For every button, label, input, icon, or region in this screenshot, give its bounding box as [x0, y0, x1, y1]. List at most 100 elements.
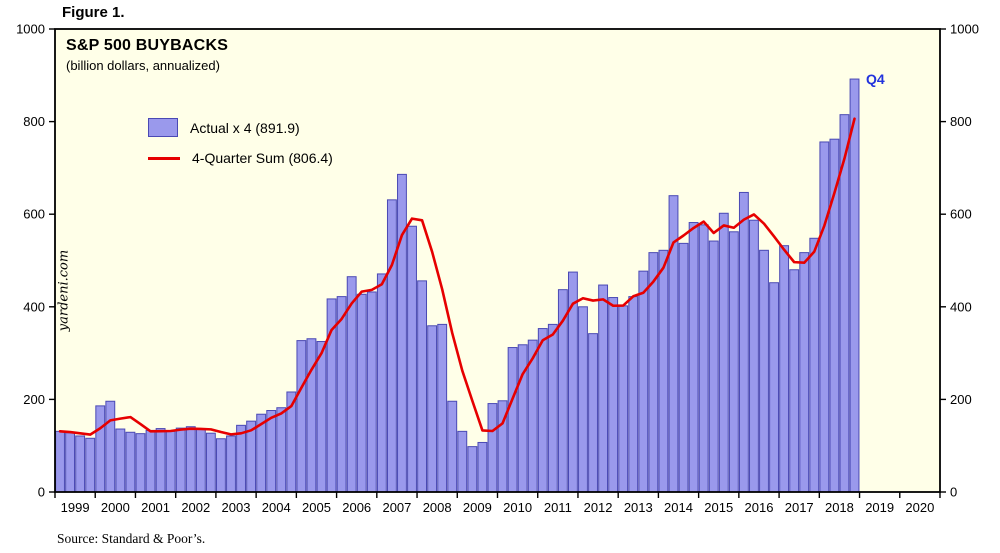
quarter-bar: [547, 323, 558, 493]
x-year-label: 2016: [745, 500, 774, 515]
quarter-bar: [95, 405, 106, 493]
y-tick-label-left: 400: [23, 299, 45, 314]
quarter-bar: [226, 435, 236, 493]
quarter-bar: [165, 430, 176, 493]
quarter-bar: [296, 340, 307, 493]
x-year-label: 2006: [342, 500, 371, 515]
quarter-bar: [467, 446, 478, 493]
quarter-bar: [769, 282, 779, 493]
quarter-bar: [155, 428, 166, 493]
y-tick-label-right: 400: [950, 299, 972, 314]
y-tick-label-left: 1000: [16, 22, 45, 37]
quarter-bar: [175, 427, 186, 493]
chart-title: S&P 500 BUYBACKS: [66, 37, 229, 54]
quarter-bar: [115, 428, 126, 493]
quarter-bar: [125, 431, 136, 493]
quarter-bar: [185, 426, 196, 493]
legend-row-bars: Actual x 4 (891.9): [148, 118, 333, 137]
y-tick-label-left: 800: [23, 114, 45, 129]
quarter-bar: [306, 338, 317, 493]
chart-subtitle: (billion dollars, annualized): [66, 58, 220, 73]
x-year-label: 2001: [141, 500, 170, 515]
x-year-label: 2010: [503, 500, 532, 515]
quarter-bar: [336, 296, 347, 493]
legend-row-line: 4-Quarter Sum (806.4): [148, 150, 333, 166]
quarter-bar: [718, 212, 729, 493]
quarter-bar: [386, 199, 397, 493]
quarter-bar: [849, 78, 860, 493]
legend-line-label: 4-Quarter Sum (806.4): [192, 150, 333, 166]
quarter-bar: [236, 424, 246, 493]
quarter-bar: [789, 269, 800, 493]
quarter-bar: [638, 270, 649, 493]
y-tick-label-left: 0: [38, 485, 45, 500]
quarter-bar: [648, 252, 659, 493]
quarter-bar: [477, 441, 488, 493]
x-year-label: 2013: [624, 500, 653, 515]
quarter-bar: [145, 429, 156, 493]
quarter-bar: [819, 141, 830, 493]
quarter-bar: [366, 291, 377, 493]
quarter-bar: [628, 296, 639, 493]
quarter-bar: [397, 173, 407, 493]
quarter-bar: [779, 245, 790, 493]
quarter-bar: [658, 249, 669, 493]
quarter-bar: [447, 400, 458, 493]
quarter-bar: [608, 297, 619, 493]
quarter-bar: [578, 306, 588, 493]
x-year-label: 2014: [664, 500, 693, 515]
x-year-label: 2004: [262, 500, 291, 515]
plot-frame: [54, 28, 941, 493]
quarter-bar: [356, 293, 367, 493]
quarter-bar: [195, 429, 206, 493]
y-tick-label-right: 1000: [950, 22, 979, 37]
quarter-bar: [205, 432, 216, 493]
quarter-bar: [75, 435, 86, 493]
quarter-bar: [688, 222, 699, 493]
quarter-bar: [316, 341, 327, 493]
legend-bar-swatch: [148, 118, 178, 137]
quarter-bar: [65, 432, 76, 493]
x-year-label: 2011: [544, 500, 572, 515]
quarter-bar: [728, 231, 739, 493]
legend-bar-label: Actual x 4 (891.9): [190, 119, 300, 136]
quarter-bar: [216, 438, 226, 493]
y-tick-label-left: 600: [23, 207, 45, 222]
x-year-label: 2008: [423, 500, 452, 515]
quarter-bar: [437, 323, 448, 493]
x-year-label: 1999: [61, 500, 90, 515]
x-year-label: 2020: [905, 500, 934, 515]
quarter-bar: [376, 273, 387, 493]
x-year-label: 2002: [181, 500, 210, 515]
quarter-bar: [276, 407, 287, 493]
x-year-label: 2003: [222, 500, 251, 515]
quarter-bar: [266, 410, 277, 493]
quarter-bar: [708, 240, 719, 493]
y-tick-label-right: 0: [950, 485, 957, 500]
quarter-bar: [85, 437, 96, 493]
x-year-label: 2009: [463, 500, 492, 515]
x-year-label: 2017: [785, 500, 814, 515]
y-tick-label-left: 200: [23, 392, 45, 407]
four-quarter-sum-line: [58, 117, 856, 436]
quarter-bar: [698, 224, 709, 493]
legend-line-swatch: [148, 156, 180, 160]
quarter-bar: [809, 237, 820, 493]
quarter-bar: [55, 430, 65, 493]
x-year-label: 2019: [865, 500, 894, 515]
figure-label: Figure 1.: [62, 4, 125, 21]
quarter-bar: [507, 347, 518, 493]
quarter-bar: [457, 430, 468, 493]
quarter-bar: [487, 403, 498, 493]
quarter-bar: [537, 328, 548, 493]
x-year-label: 2007: [382, 500, 411, 515]
quarter-bar: [588, 333, 598, 493]
x-year-label: 2005: [302, 500, 331, 515]
quarter-bar: [738, 191, 749, 493]
quarter-bar: [799, 252, 810, 493]
latest-quarter-annotation: Q4: [866, 71, 885, 87]
quarter-bar: [407, 225, 417, 493]
quarter-bar: [759, 249, 769, 493]
